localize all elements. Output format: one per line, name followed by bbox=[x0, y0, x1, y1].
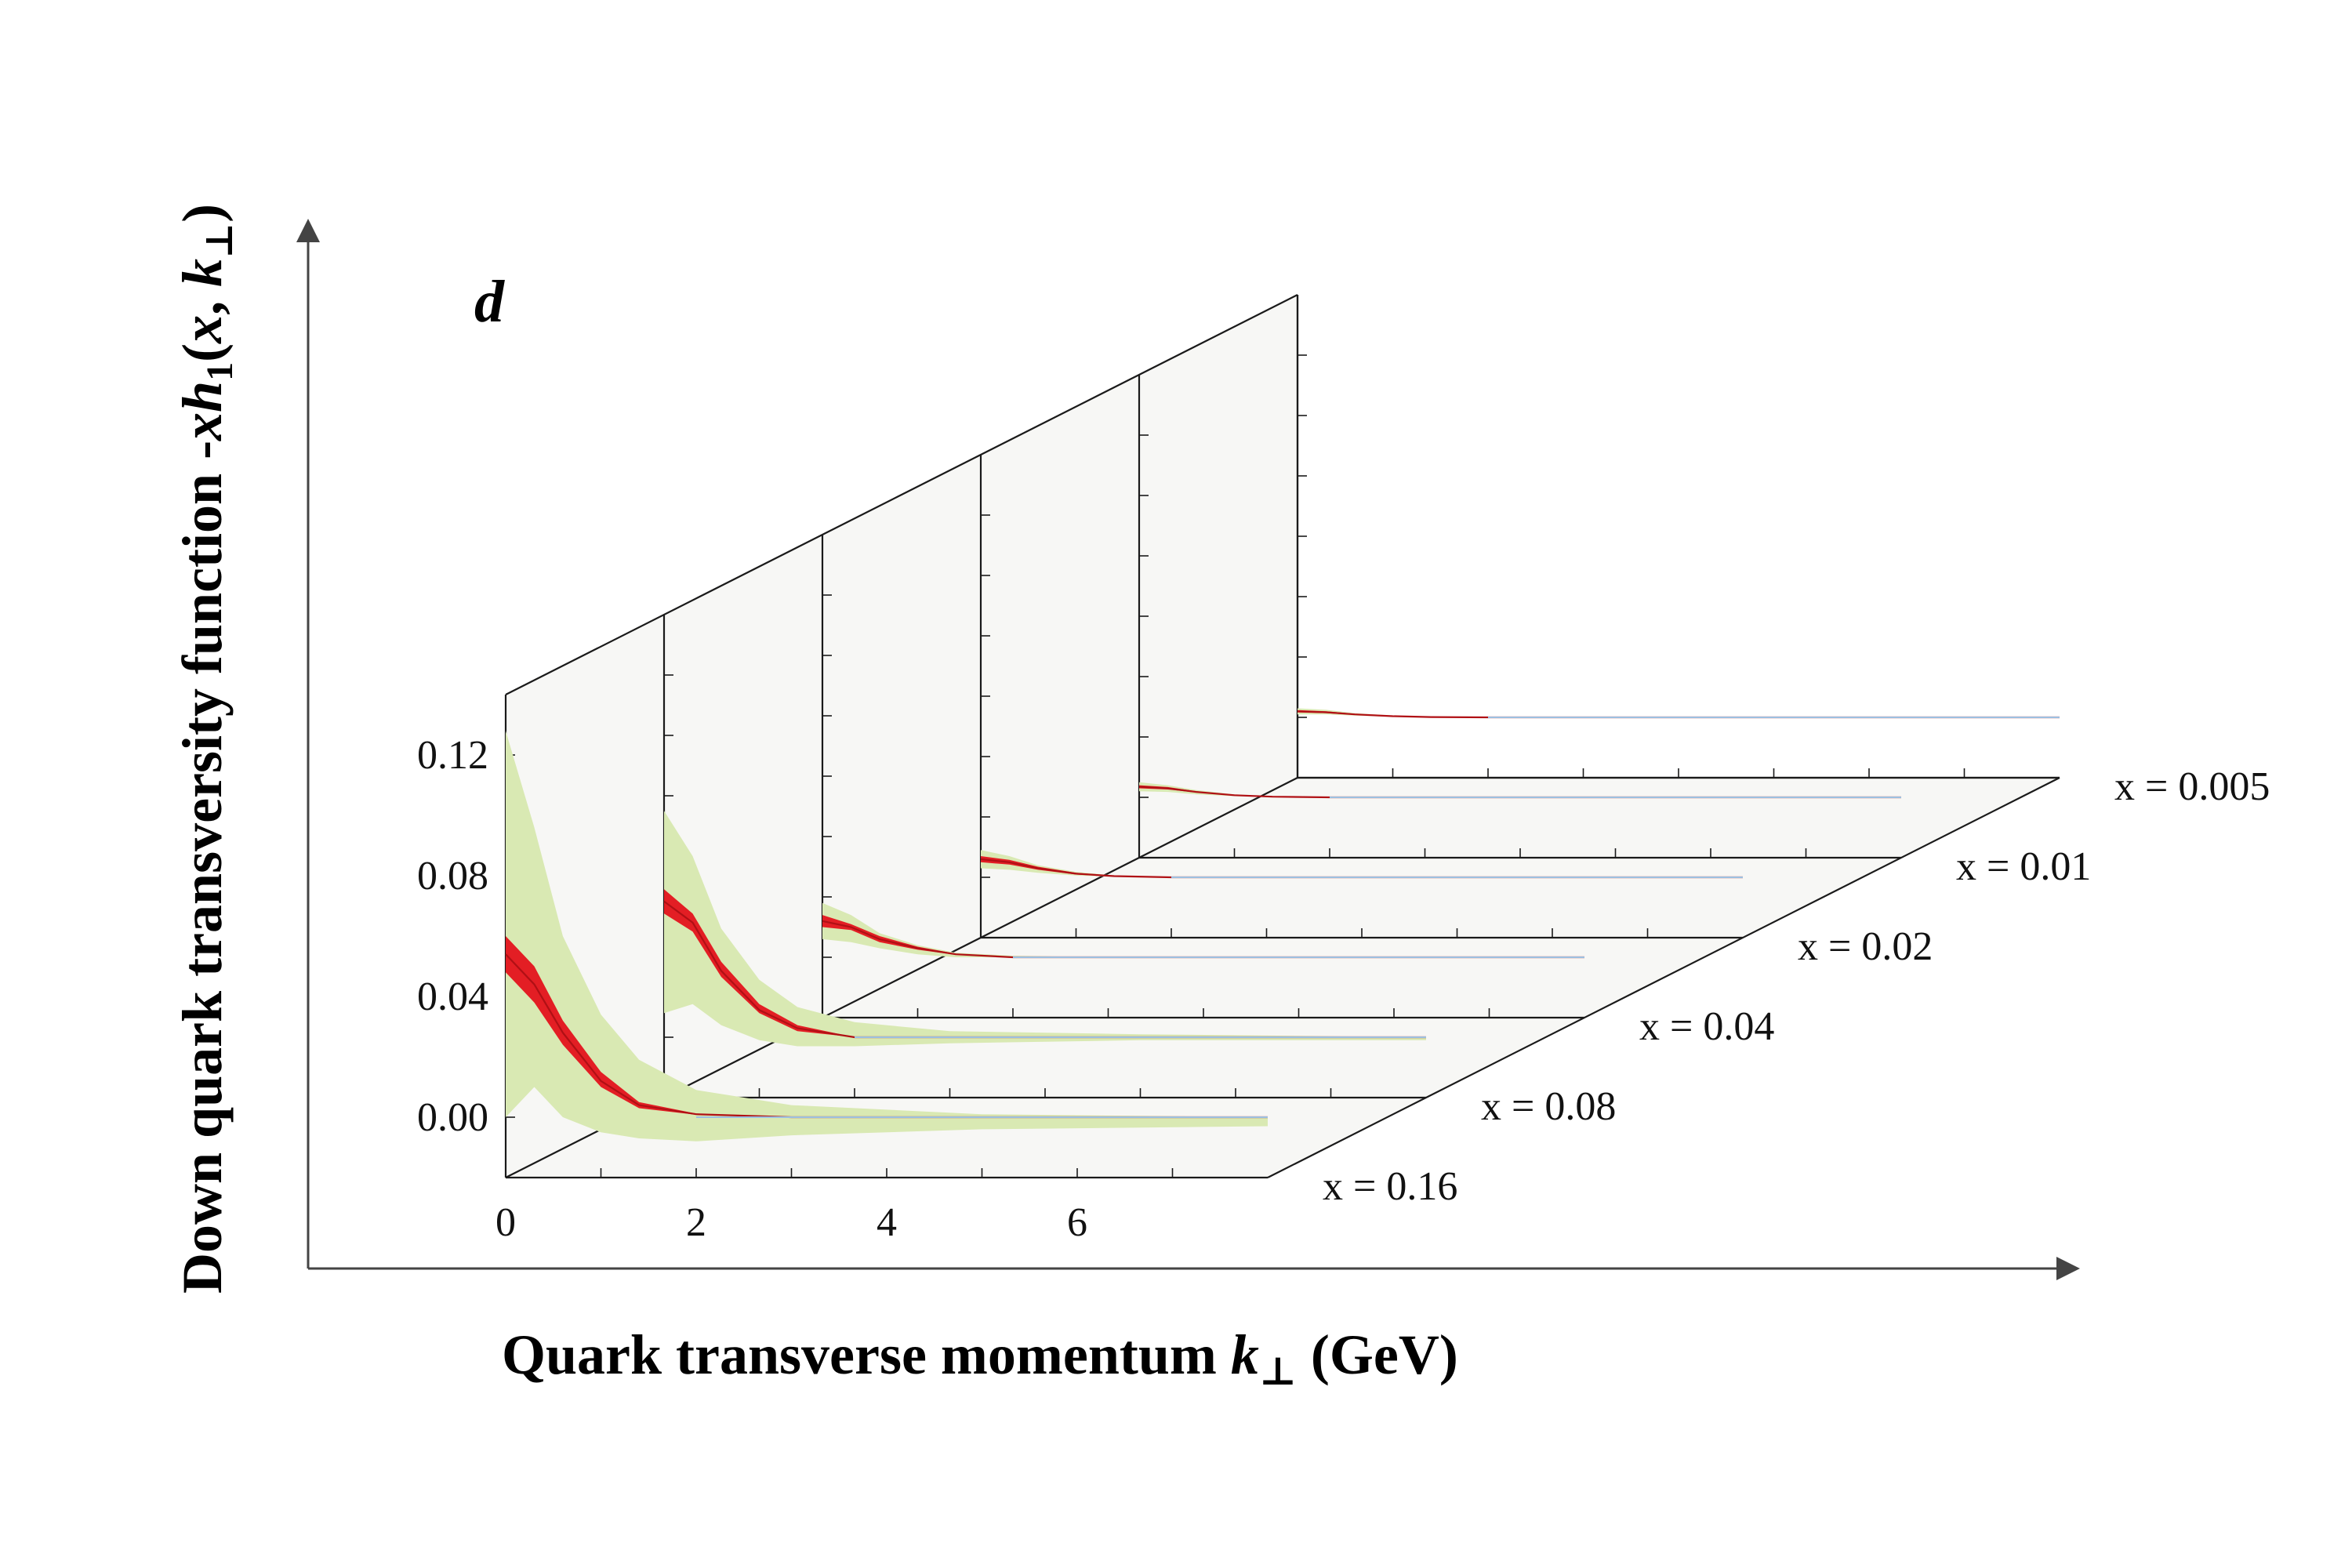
floor-and-walls bbox=[504, 294, 2060, 1179]
y-tick-label: 0.08 bbox=[417, 854, 488, 898]
x-tick-label: 6 bbox=[1067, 1200, 1087, 1245]
x-tick-labels: 0 2 4 6 bbox=[495, 1200, 1087, 1245]
panel-label-2: x = 0.04 bbox=[1639, 1004, 1774, 1049]
x-tick-label: 4 bbox=[877, 1200, 897, 1245]
panel-label-0: x = 0.16 bbox=[1323, 1164, 1457, 1209]
outer-band-0 bbox=[506, 731, 1268, 1142]
central-curve-5 bbox=[1297, 710, 2060, 719]
outer-band-1 bbox=[664, 811, 1426, 1047]
panel-x-labels: x = 0.16 x = 0.08 x = 0.04 x = 0.02 x = 0.01… bbox=[1323, 764, 2270, 1209]
panel-4 bbox=[1138, 782, 1901, 799]
panel-letter: d bbox=[474, 269, 505, 335]
floor-right-edge bbox=[1267, 777, 2060, 1178]
wall-top-edge bbox=[505, 294, 1298, 695]
y-axis-title: Down quark transversity function -xh1(x,… bbox=[171, 204, 241, 1294]
y-tick-label: 0.12 bbox=[417, 733, 488, 778]
y-tick-labels: 0.00 0.04 0.08 0.12 bbox=[417, 733, 488, 1140]
panel-label-1: x = 0.08 bbox=[1481, 1084, 1616, 1129]
panel-2 bbox=[822, 902, 1584, 959]
panel-1 bbox=[663, 811, 1426, 1047]
panels bbox=[505, 708, 2060, 1142]
x-tick-label: 2 bbox=[686, 1200, 706, 1245]
panel-label-3: x = 0.02 bbox=[1798, 924, 1933, 969]
y-tick-label: 0.00 bbox=[417, 1095, 488, 1140]
panel-label-4: x = 0.01 bbox=[1956, 844, 2091, 889]
x-tick-label: 0 bbox=[495, 1200, 516, 1245]
x-axis-title: Quark transverse momentum k⊥ (GeV) bbox=[502, 1323, 1458, 1393]
panel-5 bbox=[1297, 708, 2060, 719]
panel-label-5: x = 0.005 bbox=[2114, 764, 2270, 809]
panel-3 bbox=[980, 850, 1743, 879]
panel-0 bbox=[505, 731, 1268, 1142]
y-tick-label: 0.04 bbox=[417, 975, 488, 1019]
